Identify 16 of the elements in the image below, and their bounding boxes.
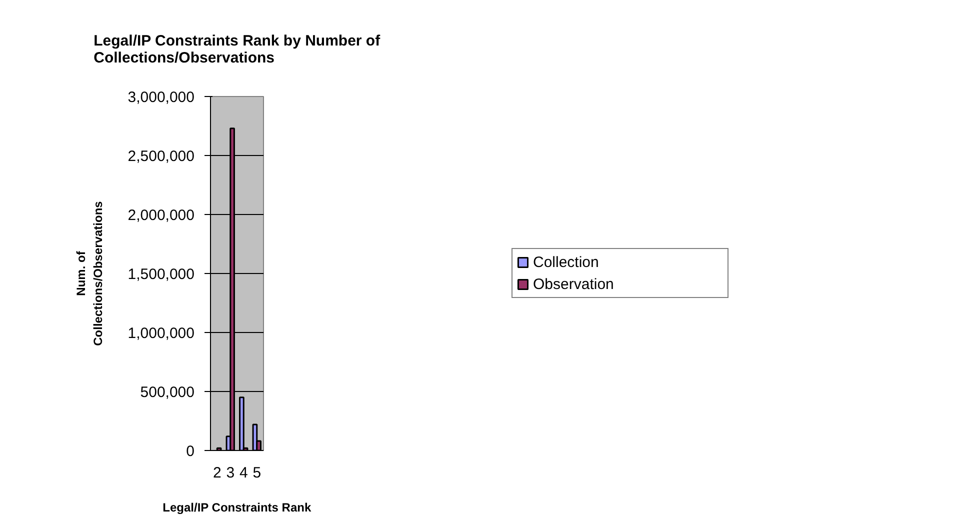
legend-label: Collection: [533, 253, 600, 271]
x-tick-label: 5: [252, 464, 262, 482]
y-tick-label: 1,000,000: [128, 325, 195, 342]
y-tick-label: 1,500,000: [128, 266, 195, 283]
legend-label: Observation: [533, 275, 615, 293]
x-tick-label: 3: [226, 464, 235, 482]
x-tick-label: 2: [212, 464, 222, 482]
y-tick-label: 500,000: [140, 384, 195, 401]
y-tick-label: 3,000,000: [128, 89, 195, 106]
x-tick-label: 4: [239, 464, 248, 482]
y-tick-label: 0: [186, 443, 194, 460]
x-axis-title: Legal/IP Constraints Rank: [162, 500, 312, 514]
y-tick-label: 2,000,000: [128, 207, 195, 224]
y-tick-label: 2,500,000: [128, 148, 195, 165]
chart-title: Legal/IP Constraints Rank by Number of Collections/Observations: [94, 32, 382, 66]
y-axis-title: Num. of Collections/Observations: [74, 200, 105, 346]
